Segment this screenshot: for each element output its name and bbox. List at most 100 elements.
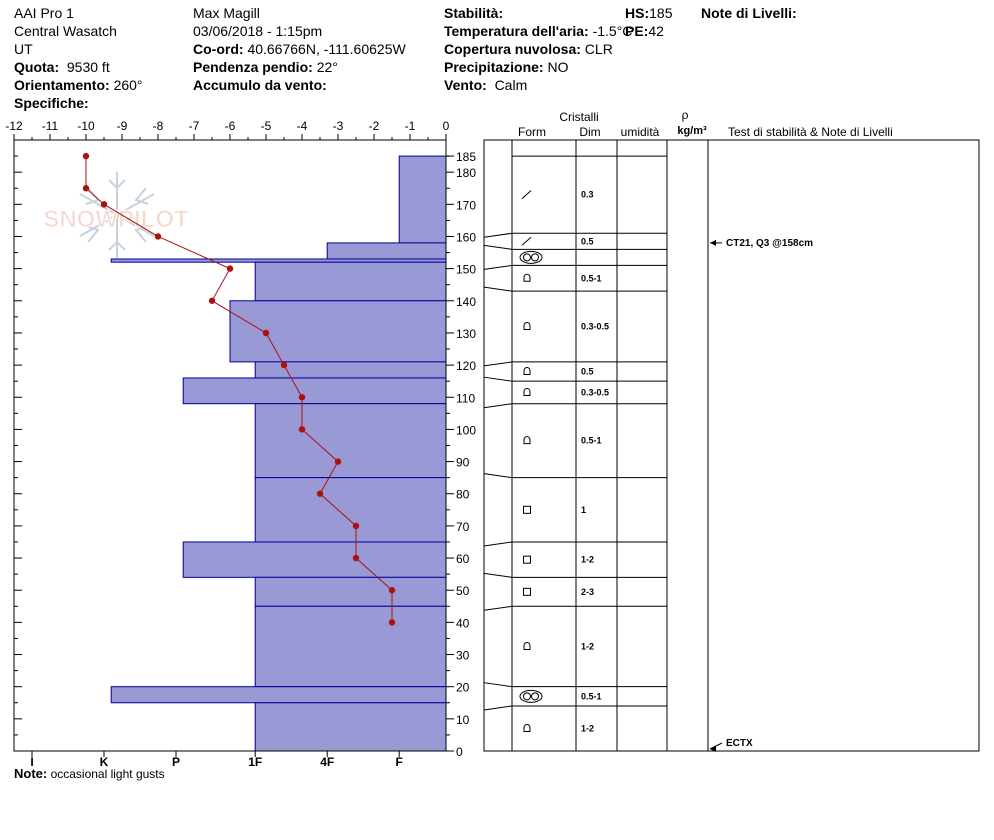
site-state: UT (14, 41, 33, 57)
hardness-bar (182, 541, 447, 578)
height-tick-label: 160 (456, 230, 476, 244)
weather-info: Stabilità: Temperatura dell'aria: -1.5°C… (444, 4, 632, 94)
observation-datetime: 03/06/2018 - 1:15pm (193, 23, 323, 39)
penetration: PE:42 (625, 23, 664, 39)
layer-connector (483, 361, 513, 367)
melt-freeze-icon (519, 689, 543, 703)
layer-connector (483, 705, 513, 711)
hardness-tick-label: I (30, 755, 33, 769)
height-tick-label: 10 (456, 713, 470, 727)
observer-info: Max Magill 03/06/2018 - 1:15pm Co-ord: 4… (193, 4, 406, 94)
faceted-rounded-icon (523, 436, 531, 445)
temperature-tick-label: -4 (297, 119, 308, 133)
temperature-tick-label: -7 (189, 119, 200, 133)
temperature-point (208, 297, 216, 304)
hardness-tick-label: F (396, 755, 403, 769)
hardness-tick-label: K (100, 755, 109, 769)
melt-freeze-icon (519, 250, 543, 264)
stability: Stabilità: (444, 5, 504, 21)
crystal-size-label: 0.3-0.5 (581, 387, 609, 397)
site-info: AAI Pro 1 Central Wasatch UT Quota: 9530… (14, 4, 143, 112)
faceted-icon (523, 555, 531, 564)
temperature-tick-label: -11 (42, 119, 59, 133)
arrow-icon (710, 746, 716, 752)
temperature-point (316, 490, 324, 497)
col-header-cristalli: Cristalli (559, 110, 598, 124)
wind-loading: Accumulo da vento: (193, 77, 327, 93)
layer-connector (483, 244, 513, 250)
hardness-bar (254, 261, 447, 302)
temperature-point (388, 619, 396, 626)
hardness-bar (254, 477, 447, 543)
hardness-bar (254, 605, 447, 688)
height-tick-label: 90 (456, 456, 470, 470)
crystal-size-label: 0.3 (581, 190, 594, 200)
height-tick-label: 180 (456, 166, 476, 180)
temperature-tick-label: -8 (153, 119, 164, 133)
faceted-rounded-icon (523, 322, 531, 331)
hardness-tick-label: 4F (320, 755, 334, 769)
layer-connector (483, 572, 513, 578)
height-tick-label: 150 (456, 263, 476, 277)
crystal-size-label: 1-2 (581, 723, 594, 733)
layer-notes: Note di Livelli: (701, 4, 797, 22)
temperature-line (85, 156, 393, 623)
layer-connector (483, 682, 513, 688)
snowpilot-logo: SNOWPILOT (43, 172, 190, 258)
height-tick-label: 140 (456, 295, 476, 309)
layer-connector (483, 541, 513, 547)
crystal-size-label: 1 (581, 505, 586, 515)
height-tick-label: 80 (456, 488, 470, 502)
note-label: Note: (14, 766, 48, 781)
decomposing-icon (521, 236, 532, 246)
hardness-bar (254, 403, 447, 479)
col-header-tests: Test di stabilità & Note di Livelli (728, 125, 893, 139)
height-tick-label: 130 (456, 327, 476, 341)
layer-connector (483, 403, 513, 409)
table-frame (483, 139, 980, 752)
melt-freeze-outline (519, 250, 543, 264)
hardness-bar (110, 686, 447, 704)
temperature-point (298, 426, 306, 433)
observer-name: Max Magill (193, 5, 260, 21)
layer-connector (483, 264, 513, 270)
snow-depth-info: HS:185 PE:42 (625, 4, 672, 40)
temperature-point (352, 554, 360, 562)
temperature-point (100, 201, 108, 208)
col-header-dim: Dim (579, 125, 600, 139)
temperature-tick-label: -2 (369, 119, 380, 133)
site-name: AAI Pro 1 (14, 5, 74, 21)
layer-connector (483, 376, 513, 382)
height-tick-label: 120 (456, 359, 476, 373)
col-header-umidita: umidità (621, 125, 660, 139)
temperature-point (82, 185, 90, 192)
crystal-size-label: 0.5-1 (581, 691, 602, 701)
col-header-density-unit: kg/m³ (677, 125, 707, 137)
height-tick-label: 170 (456, 198, 476, 212)
stability-test-label: CT21, Q3 @158cm (726, 238, 813, 249)
temperature-tick-label: 0 (443, 119, 450, 133)
temperature-point (334, 458, 342, 465)
temperature-point (298, 394, 306, 401)
crystal-size-label: 0.3-0.5 (581, 322, 609, 332)
temperature-point (388, 587, 396, 594)
temperature-point (280, 361, 288, 369)
temperature-tick-label: -12 (5, 119, 23, 133)
snow-height: HS:185 (625, 5, 673, 21)
height-tick-label: 100 (456, 423, 476, 437)
layer-connector (483, 605, 513, 611)
temperature-tick-label: -3 (333, 119, 344, 133)
crystal-size-label: 0.5-1 (581, 273, 602, 283)
hardness-bar (398, 155, 447, 244)
air-temperature: Temperatura dell'aria: -1.5°C (444, 23, 633, 39)
temperature-tick-label: -5 (261, 119, 272, 133)
watermark-text: SNOWPILOT (43, 206, 189, 233)
crystal-size-label: 0.5 (581, 367, 594, 377)
crystal-size-label: 2-3 (581, 587, 594, 597)
height-tick-label: 70 (456, 520, 470, 534)
temperature-point (82, 152, 90, 160)
height-tick-label: 30 (456, 649, 470, 663)
snowflake-icon (79, 172, 155, 258)
temperature-point (262, 329, 270, 337)
elevation: Quota: 9530 ft (14, 59, 110, 75)
